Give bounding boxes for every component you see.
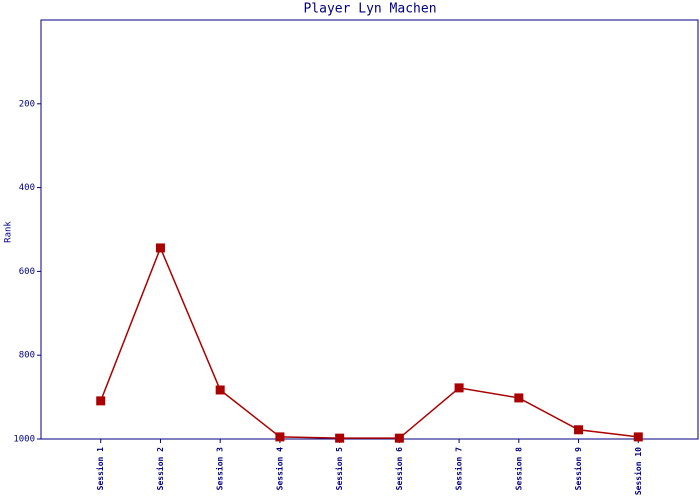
x-tick-label: Session 2 xyxy=(155,447,165,491)
point-marker xyxy=(574,425,584,435)
x-tick-label: Session 10 xyxy=(633,447,643,495)
x-tick-label: Session 3 xyxy=(215,447,225,491)
point-marker xyxy=(275,432,285,442)
point-marker xyxy=(633,432,643,442)
y-tick-label: 1000 xyxy=(13,435,35,445)
point-marker xyxy=(215,385,225,395)
x-tick-label: Session 1 xyxy=(95,447,105,491)
point-marker xyxy=(96,396,106,406)
point-marker xyxy=(454,383,464,393)
x-tick-label: Session 4 xyxy=(274,447,284,491)
point-marker xyxy=(394,433,404,443)
x-tick-label: Session 6 xyxy=(394,447,404,491)
y-tick-label: 600 xyxy=(19,267,35,277)
plot-frame xyxy=(40,19,699,440)
y-axis-label: Rank xyxy=(4,221,14,243)
point-marker xyxy=(155,243,165,253)
x-tick-label: Session 5 xyxy=(334,447,344,491)
x-tick-label: Session 8 xyxy=(513,447,523,491)
series-line xyxy=(100,245,639,439)
y-tick-label: 800 xyxy=(19,351,35,361)
x-tick-label: Session 7 xyxy=(454,447,464,491)
x-tick-label: Session 9 xyxy=(573,447,583,491)
point-marker xyxy=(335,433,345,443)
chart-title: Player Lyn Machen xyxy=(303,2,436,17)
y-tick-label: 200 xyxy=(19,99,35,109)
y-tick-label: 400 xyxy=(19,183,35,193)
point-marker xyxy=(514,393,524,403)
